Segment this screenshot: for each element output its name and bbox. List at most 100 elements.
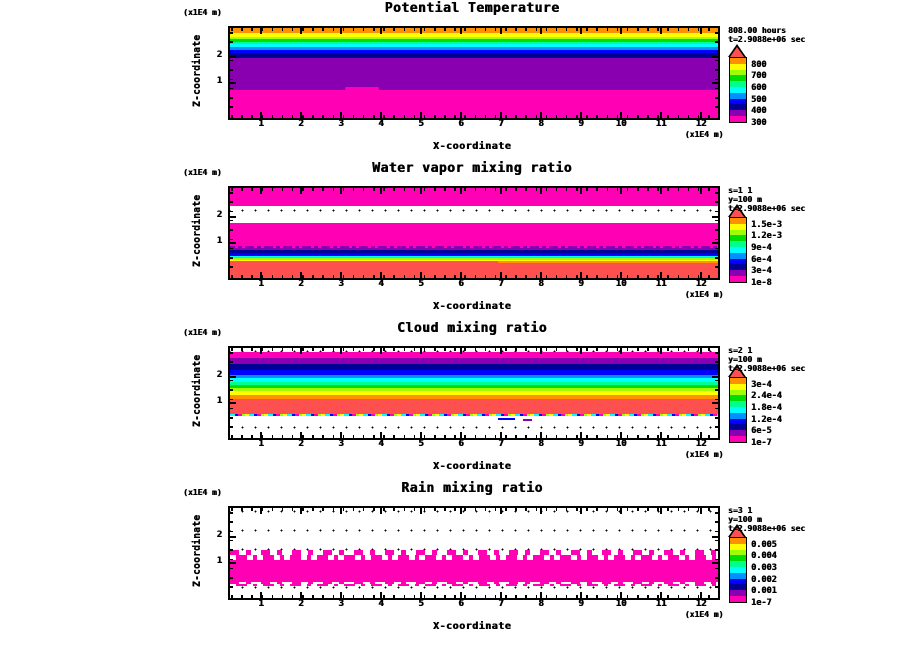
minor-tick-mark [637,508,639,511]
minor-tick-mark [535,28,537,31]
minor-tick-mark [555,275,558,278]
minor-tick-mark [362,508,365,511]
minor-tick-mark [596,508,598,511]
legend-text-line: y=100 m [728,515,762,524]
colorbar-label: 3e-4 [751,266,772,277]
minor-tick-mark [647,188,649,191]
colorbar-label: 1.8e-4 [751,403,782,413]
colorbar-band [730,258,746,265]
legend-text-line: t=2.9088e+06 sec [728,524,806,533]
major-tick-mark [620,112,622,118]
major-tick-mark [620,188,622,194]
major-tick-mark [340,508,342,514]
colorbar [729,57,747,123]
minor-tick-mark [647,508,649,511]
minor-tick-mark [464,595,466,598]
minor-tick-mark [667,348,669,351]
minor-tick-mark [271,435,274,438]
minor-tick-mark [251,508,253,511]
minor-tick-mark [464,435,466,438]
colorbar-band [730,401,746,407]
minor-tick-mark [626,115,629,118]
major-tick-mark [712,215,718,218]
minor-tick-mark [667,275,669,278]
minor-tick-mark [230,389,233,391]
minor-tick-mark [715,247,718,250]
minor-tick-mark [505,348,507,351]
minor-tick-mark [261,28,263,31]
minor-tick-mark [444,275,446,278]
minor-tick-mark [332,435,334,438]
major-tick-mark [540,112,542,118]
minor-tick-mark [474,28,477,31]
minor-tick-mark [715,266,718,268]
minor-tick-mark [525,188,527,191]
minor-tick-mark [545,508,548,511]
minor-tick-mark [230,106,233,108]
minor-tick-mark [697,115,700,118]
minor-tick-mark [525,508,527,511]
minor-tick-mark [413,595,416,598]
contour-line-segment [498,417,516,420]
minor-tick-mark [667,28,669,31]
minor-tick-mark [606,348,609,351]
minor-tick-mark [444,188,446,191]
minor-tick-mark [230,549,233,551]
x-tick-label: 11 [655,439,667,449]
major-tick-mark [340,28,342,34]
major-tick-mark [300,28,302,34]
minor-tick-mark [322,188,324,191]
major-tick-mark [540,272,542,278]
minor-tick-mark [241,115,243,118]
minor-tick-mark [312,595,314,598]
major-tick-mark [660,272,662,278]
major-tick-mark [260,592,262,598]
x-tick-label: 5 [418,279,424,289]
minor-tick-mark [515,348,517,351]
legend-text-line: y=100 m [728,355,762,364]
x-tick-label: 9 [578,279,584,289]
minor-tick-mark [231,28,233,31]
contour-band [230,46,718,50]
major-tick-mark [230,82,236,85]
minor-tick-mark [525,115,527,118]
minor-tick-mark [677,348,680,351]
minor-tick-mark [657,28,659,31]
major-tick-mark [712,375,718,378]
minor-tick-mark [230,567,233,570]
minor-tick-mark [322,435,324,438]
minor-tick-mark [626,508,629,511]
z-axis-title: Z-coordinate [191,34,203,108]
minor-tick-mark [230,539,233,542]
colorbar-band [730,63,746,70]
minor-tick-mark [576,188,578,191]
minor-tick-mark [403,348,406,351]
minor-tick-mark [715,558,718,560]
colorbar-label: 6e-4 [751,254,772,265]
major-tick-mark [340,348,342,354]
minor-tick-mark [383,115,385,118]
major-tick-mark [460,592,462,598]
minor-tick-mark [352,348,355,351]
minor-tick-mark [484,348,487,351]
minor-tick-mark [302,115,304,118]
minor-tick-mark [423,28,426,31]
colorbar-overflow-triangle [728,44,746,57]
speckle-row [230,581,718,584]
contour-band [230,560,718,582]
major-tick-mark [230,375,236,378]
minor-tick-mark [596,348,598,351]
minor-tick-mark [515,28,517,31]
major-tick-mark [712,535,718,538]
minor-tick-mark [474,115,477,118]
x-tick-label: 12 [695,119,707,129]
minor-tick-mark [637,275,639,278]
minor-tick-mark [271,348,274,351]
colorbar-label: 0.004 [751,551,777,562]
colorbar-band [730,538,746,544]
colorbar-band [730,104,746,111]
minor-tick-mark [230,69,233,71]
minor-tick-mark [677,275,680,278]
minor-tick-mark [454,348,456,351]
minor-tick-mark [515,435,517,438]
